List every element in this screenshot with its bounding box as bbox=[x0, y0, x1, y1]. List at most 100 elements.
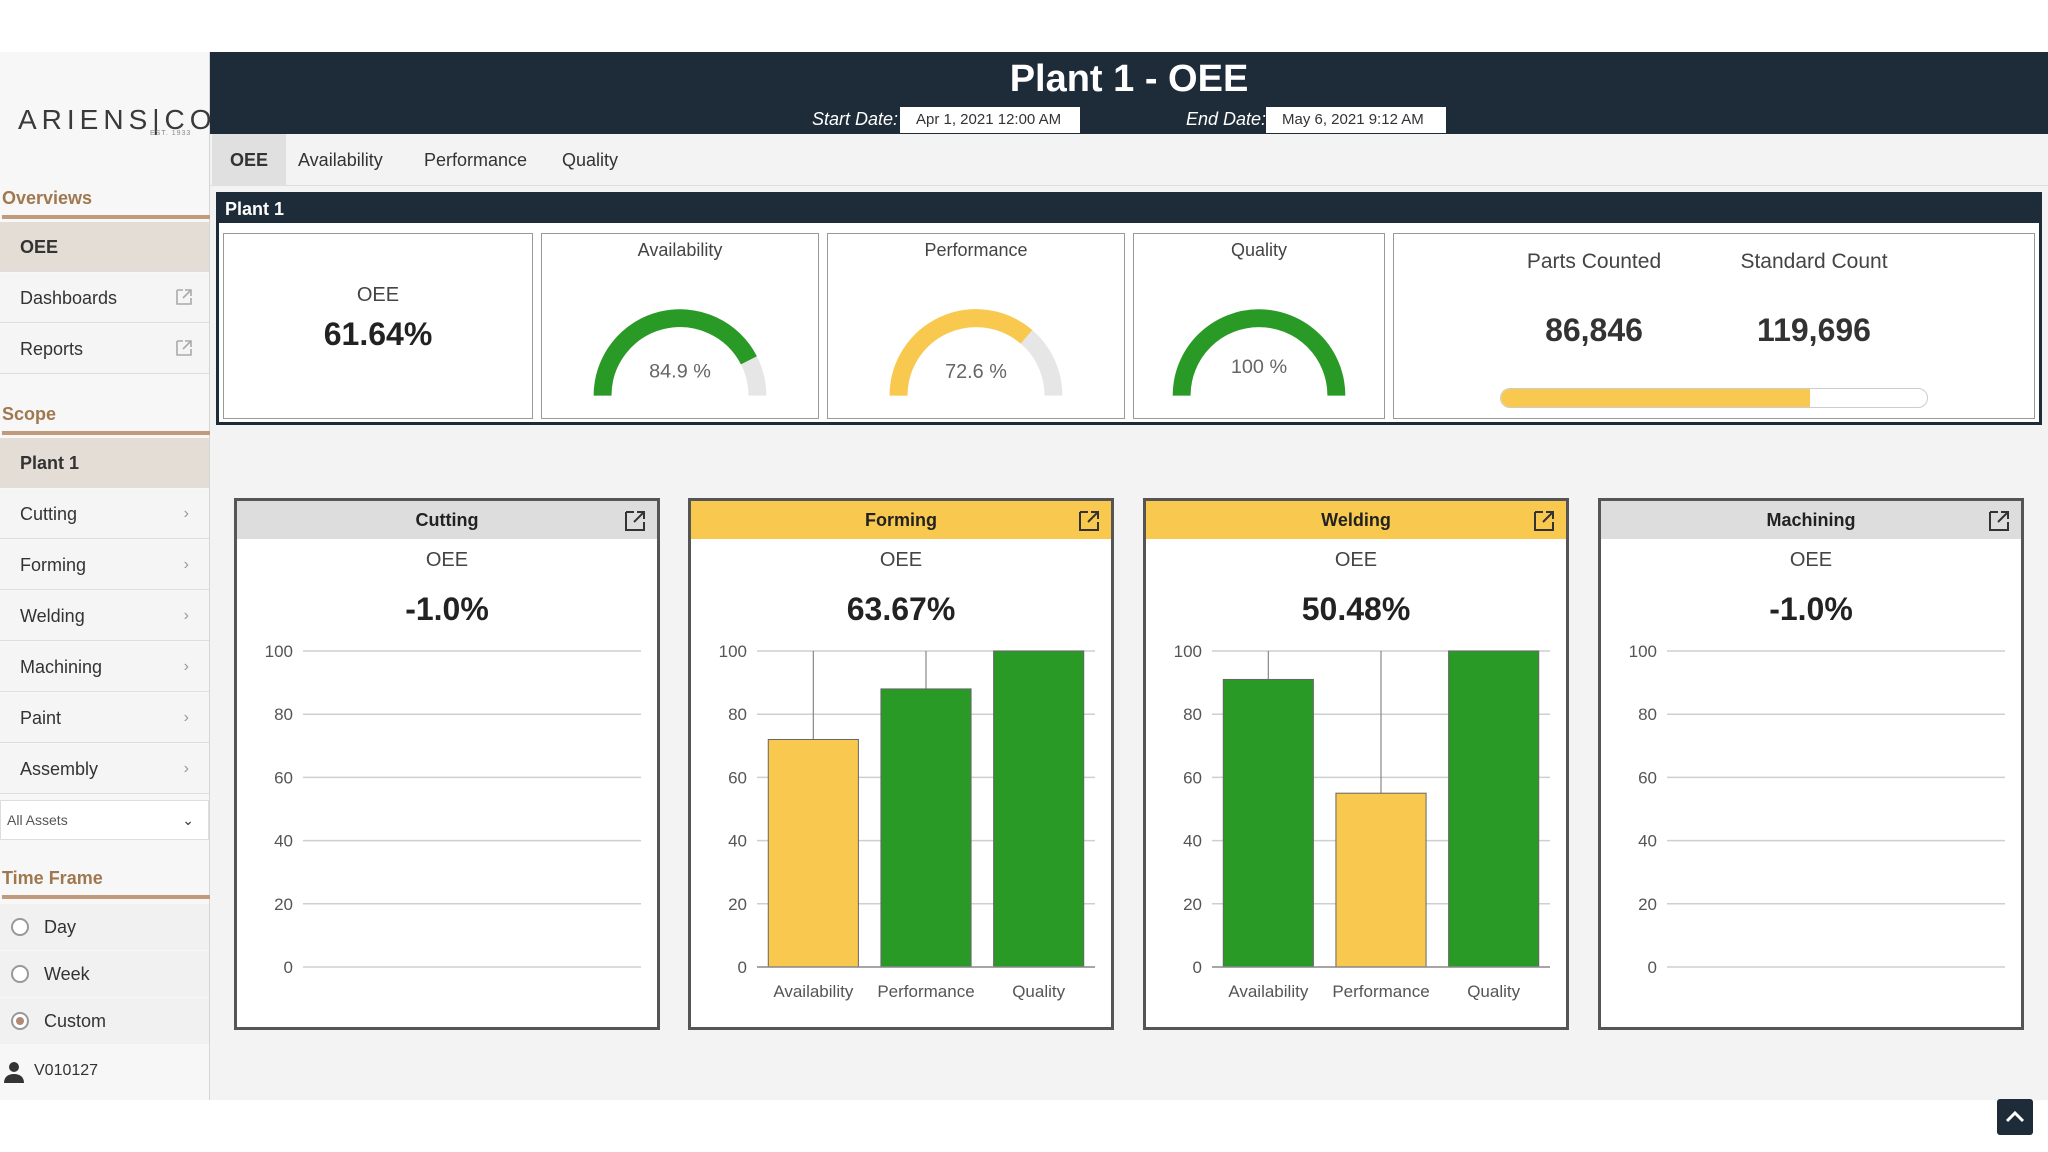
area-title: Cutting bbox=[237, 501, 657, 539]
area-oee-value: 63.67% bbox=[846, 591, 956, 627]
assets-select-value: All Assets bbox=[7, 812, 68, 828]
y-tick-label: 40 bbox=[728, 832, 747, 851]
start-date-label: Start Date: bbox=[812, 109, 899, 129]
chevron-right-icon: › bbox=[183, 556, 189, 573]
parts-counted-value: 86,846 bbox=[1545, 312, 1643, 348]
tab-bar: OEE Availability Performance Quality bbox=[210, 134, 2048, 186]
radio-day[interactable] bbox=[11, 918, 29, 936]
bar-availability bbox=[767, 738, 859, 968]
sidebar-item-assembly[interactable]: Assembly › bbox=[0, 744, 209, 794]
area-oee-value: -1.0% bbox=[1769, 591, 1853, 627]
chevron-right-icon: › bbox=[183, 505, 189, 522]
x-tick-label: Performance bbox=[1332, 982, 1429, 1001]
y-tick-label: 100 bbox=[1174, 642, 1202, 661]
x-tick-label: Quality bbox=[1012, 982, 1065, 1001]
quality-gauge-text: 100 % bbox=[1231, 356, 1287, 378]
timeframe-custom[interactable]: Custom bbox=[0, 998, 209, 1044]
tab-performance[interactable]: Performance bbox=[424, 150, 528, 170]
parts-counted-label: Parts Counted bbox=[1526, 250, 1662, 273]
sidebar-item-label: Plant 1 bbox=[20, 453, 80, 473]
sidebar-item-label: Cutting bbox=[20, 504, 78, 524]
radio-week[interactable] bbox=[11, 965, 29, 983]
sidebar-item-label: OEE bbox=[20, 237, 59, 257]
tab-quality[interactable]: Quality bbox=[562, 150, 619, 170]
availability-label: Availability bbox=[637, 240, 723, 260]
bar-availability bbox=[1222, 678, 1314, 968]
sidebar-item-welding[interactable]: Welding › bbox=[0, 591, 209, 641]
sidebar-item-paint[interactable]: Paint › bbox=[0, 693, 209, 743]
y-tick-label: 80 bbox=[728, 705, 747, 724]
area-bar-chart: 0 20 40 60 80 100 Availability Performance Quali… bbox=[719, 642, 1095, 1001]
area-bar-chart: 0 20 40 60 80 100 bbox=[1629, 642, 2005, 977]
tab-availability[interactable]: Availability bbox=[298, 150, 383, 170]
area-oee-value: -1.0% bbox=[405, 591, 489, 627]
start-date-field[interactable]: Apr 1, 2021 12:00 AM bbox=[900, 107, 1080, 133]
external-link-icon[interactable] bbox=[623, 509, 647, 533]
quality-gauge: 100 % bbox=[1172, 309, 1346, 396]
sidebar-item-label: Paint bbox=[20, 708, 62, 728]
x-tick-label: Availability bbox=[1228, 982, 1309, 1001]
sidebar-item-label: Assembly bbox=[20, 759, 99, 779]
page-header: Plant 1 - OEE Start Date: Apr 1, 2021 12… bbox=[210, 52, 2048, 134]
y-tick-label: 100 bbox=[1629, 642, 1657, 661]
chevron-right-icon: › bbox=[183, 607, 189, 624]
external-link-icon bbox=[176, 340, 192, 356]
tab-oee[interactable]: OEE bbox=[212, 134, 287, 186]
sidebar-item-machining[interactable]: Machining › bbox=[0, 642, 209, 692]
area-card-forming: Forming OEE 63.67% 0 20 40 60 80 100 Availabil… bbox=[688, 498, 1114, 1030]
parts-count-card: Parts Counted Standard Count 86,846 119,… bbox=[1393, 233, 2035, 419]
timeframe-label: Day bbox=[44, 917, 77, 937]
assets-select[interactable]: All Assets ⌄ bbox=[0, 800, 209, 840]
performance-label: Performance bbox=[924, 240, 1028, 260]
timeframe-day[interactable]: Day bbox=[0, 904, 209, 950]
y-tick-label: 0 bbox=[1193, 958, 1202, 977]
plant-oee-card: OEE 61.64% bbox=[223, 233, 533, 419]
gauge-fill bbox=[1172, 309, 1346, 396]
area-card-welding: Welding OEE 50.48% 0 20 40 60 80 100 Availabil… bbox=[1143, 498, 1569, 1030]
standard-count-label: Standard Count bbox=[1740, 250, 1888, 273]
sidebar-item-dashboards[interactable]: Dashboards bbox=[0, 273, 209, 323]
gauge-fill bbox=[593, 309, 757, 396]
standard-count-value: 119,696 bbox=[1757, 312, 1871, 348]
sidebar-item-forming[interactable]: Forming › bbox=[0, 540, 209, 590]
timeframe-title: Time Frame bbox=[2, 868, 210, 899]
overviews-title: Overviews bbox=[2, 188, 210, 219]
plant-oee-value: 61.64% bbox=[323, 316, 433, 352]
timeframe-week[interactable]: Week bbox=[0, 951, 209, 997]
sidebar-item-cutting[interactable]: Cutting › bbox=[0, 489, 209, 539]
chevron-right-icon: › bbox=[183, 709, 189, 726]
x-tick-label: Quality bbox=[1467, 982, 1520, 1001]
y-tick-label: 60 bbox=[274, 768, 293, 787]
availability-gauge-text: 84.9 % bbox=[649, 361, 711, 383]
sidebar-item-oee[interactable]: OEE bbox=[0, 222, 209, 272]
y-tick-label: 20 bbox=[1183, 895, 1202, 914]
external-link-icon[interactable] bbox=[1987, 509, 2011, 533]
scope-title: Scope bbox=[2, 404, 210, 435]
y-tick-label: 100 bbox=[265, 642, 293, 661]
app-frame: ARIENS|CO EST. 1933 Overviews OEE Dashbo… bbox=[0, 52, 2048, 1135]
y-tick-label: 20 bbox=[274, 895, 293, 914]
end-date-field[interactable]: May 6, 2021 9:12 AM bbox=[1266, 107, 1446, 133]
area-card-cutting: Cutting OEE -1.0% 0 20 40 60 80 100 bbox=[234, 498, 660, 1030]
scroll-to-top-button[interactable] bbox=[1997, 1099, 2033, 1135]
y-tick-label: 40 bbox=[1183, 832, 1202, 851]
external-link-icon[interactable] bbox=[1077, 509, 1101, 533]
y-tick-label: 40 bbox=[274, 832, 293, 851]
external-link-icon bbox=[176, 289, 192, 305]
area-bar-chart: 0 20 40 60 80 100 Availability Performance Quali… bbox=[1174, 642, 1550, 1001]
availability-card: Availability 84.9 % bbox=[541, 233, 819, 419]
area-oee-value: 50.48% bbox=[1301, 591, 1411, 627]
chevron-right-icon: › bbox=[183, 760, 189, 777]
sidebar-item-label: Machining bbox=[20, 657, 103, 677]
brand-logo-sub: EST. 1933 bbox=[150, 130, 192, 137]
y-tick-label: 20 bbox=[1638, 895, 1657, 914]
plant-summary-panel: Plant 1 OEE 61.64% Availability 84.9 % P… bbox=[216, 192, 2042, 425]
sidebar-item-plant-1[interactable]: Plant 1 bbox=[0, 438, 209, 488]
timeframe-label: Week bbox=[44, 964, 90, 984]
external-link-icon[interactable] bbox=[1532, 509, 1556, 533]
sidebar-item-reports[interactable]: Reports bbox=[0, 324, 209, 374]
sidebar-item-label: Dashboards bbox=[20, 288, 118, 308]
radio-custom[interactable] bbox=[11, 1012, 29, 1030]
user-id: V010127 bbox=[34, 1062, 99, 1079]
parts-progress-fill bbox=[1501, 389, 1811, 407]
